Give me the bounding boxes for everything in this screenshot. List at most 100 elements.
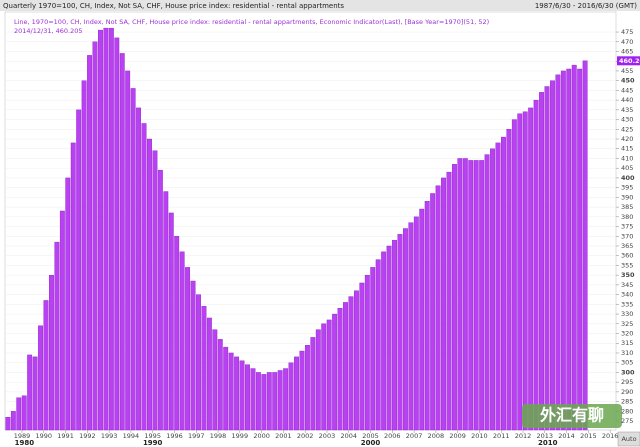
bar bbox=[119, 53, 125, 431]
bar bbox=[212, 329, 218, 431]
bar bbox=[522, 111, 528, 431]
decade-label: 2000 bbox=[361, 439, 381, 447]
x-tick-label: 2006 bbox=[384, 432, 401, 440]
bar bbox=[234, 356, 240, 431]
bar bbox=[136, 107, 142, 431]
bar bbox=[168, 212, 174, 431]
bar bbox=[473, 160, 479, 431]
x-tick-label: 2012 bbox=[515, 432, 532, 440]
bar bbox=[353, 290, 359, 431]
bar bbox=[49, 274, 54, 431]
y-tick-label: 395 bbox=[621, 184, 633, 192]
bar bbox=[484, 154, 490, 431]
bar bbox=[424, 201, 430, 431]
y-tick-label: 310 bbox=[621, 349, 633, 357]
bar bbox=[343, 302, 348, 431]
bar bbox=[217, 339, 223, 431]
x-tick-label: 2013 bbox=[536, 432, 553, 440]
last-value-label: 460.205 bbox=[619, 57, 640, 65]
bar bbox=[174, 236, 180, 431]
x-tick-label: 1992 bbox=[79, 432, 96, 440]
bar bbox=[430, 193, 436, 431]
bar bbox=[539, 92, 544, 431]
bar bbox=[435, 185, 441, 431]
y-tick-label: 325 bbox=[621, 320, 633, 328]
y-tick-label: 405 bbox=[621, 164, 633, 172]
bar bbox=[479, 160, 485, 431]
auto-label[interactable]: Auto bbox=[621, 435, 636, 443]
y-tick-label: 355 bbox=[621, 261, 633, 269]
bar bbox=[21, 395, 27, 431]
y-tick-label: 280 bbox=[621, 407, 633, 415]
bar bbox=[560, 70, 566, 431]
bar bbox=[250, 368, 256, 431]
x-tick-label: 2016 bbox=[602, 432, 619, 440]
bar bbox=[81, 80, 87, 431]
bar bbox=[441, 177, 446, 431]
y-tick-label: 430 bbox=[621, 116, 633, 124]
bar bbox=[501, 136, 506, 431]
x-tick-label: 1990 bbox=[35, 432, 52, 440]
bar bbox=[490, 148, 495, 431]
last-value-box bbox=[617, 56, 640, 66]
watermark: 外汇有聊 bbox=[539, 406, 604, 425]
bar bbox=[550, 80, 555, 431]
y-tick-label: 335 bbox=[621, 300, 633, 308]
bar bbox=[386, 245, 392, 431]
x-tick-label: 1997 bbox=[188, 432, 205, 440]
bar bbox=[517, 113, 523, 431]
y-tick-label: 295 bbox=[621, 378, 633, 386]
x-tick-label: 2005 bbox=[362, 432, 379, 440]
x-tick-label: 2003 bbox=[319, 432, 336, 440]
y-tick-label: 465 bbox=[621, 47, 633, 55]
auto-button[interactable] bbox=[617, 431, 640, 447]
bar bbox=[457, 158, 463, 431]
bar bbox=[337, 308, 343, 431]
x-tick-label: 2009 bbox=[449, 432, 466, 440]
y-tick-label: 450 bbox=[621, 77, 635, 85]
bar bbox=[294, 356, 299, 431]
y-tick-label: 300 bbox=[621, 368, 635, 376]
y-tick-label: 305 bbox=[621, 359, 633, 367]
bar bbox=[326, 319, 332, 431]
x-tick-label: 2001 bbox=[275, 432, 292, 440]
bar bbox=[223, 346, 229, 431]
y-tick-label: 365 bbox=[621, 242, 633, 250]
bar bbox=[255, 372, 261, 431]
bar bbox=[103, 27, 109, 431]
decade-label: 1980 bbox=[15, 439, 35, 447]
bar bbox=[98, 29, 103, 431]
y-tick-label: 360 bbox=[621, 252, 633, 260]
x-tick-label: 2002 bbox=[297, 432, 314, 440]
bar bbox=[196, 294, 201, 431]
x-tick-label: 2000 bbox=[253, 432, 270, 440]
y-tick-label: 455 bbox=[621, 67, 633, 75]
bar bbox=[92, 41, 98, 431]
x-tick-label: 2011 bbox=[493, 432, 510, 440]
bar bbox=[185, 267, 191, 431]
y-tick-label: 385 bbox=[621, 203, 633, 211]
y-tick-label: 475 bbox=[621, 28, 633, 36]
header-bar bbox=[0, 0, 640, 11]
bar bbox=[359, 282, 365, 431]
header-range: 1987/6/30 - 2016/6/30 (GMT) bbox=[535, 2, 637, 10]
bar bbox=[577, 68, 583, 431]
y-tick-label: 375 bbox=[621, 223, 633, 231]
bar bbox=[381, 251, 387, 431]
bar bbox=[141, 123, 147, 431]
bar bbox=[446, 171, 452, 431]
bar bbox=[413, 216, 419, 431]
bar bbox=[16, 397, 22, 431]
bar bbox=[419, 208, 425, 431]
bar bbox=[397, 234, 403, 431]
bar bbox=[38, 325, 43, 431]
bar bbox=[283, 368, 289, 431]
x-tick-label: 1989 bbox=[14, 432, 31, 440]
bar bbox=[272, 372, 278, 431]
bar bbox=[245, 364, 250, 431]
legend-line: Line, 1970=100, CH, Index, Not SA, CHF, … bbox=[14, 18, 489, 26]
bar bbox=[152, 150, 158, 431]
bar bbox=[239, 360, 245, 431]
x-tick-label: 2007 bbox=[406, 432, 423, 440]
